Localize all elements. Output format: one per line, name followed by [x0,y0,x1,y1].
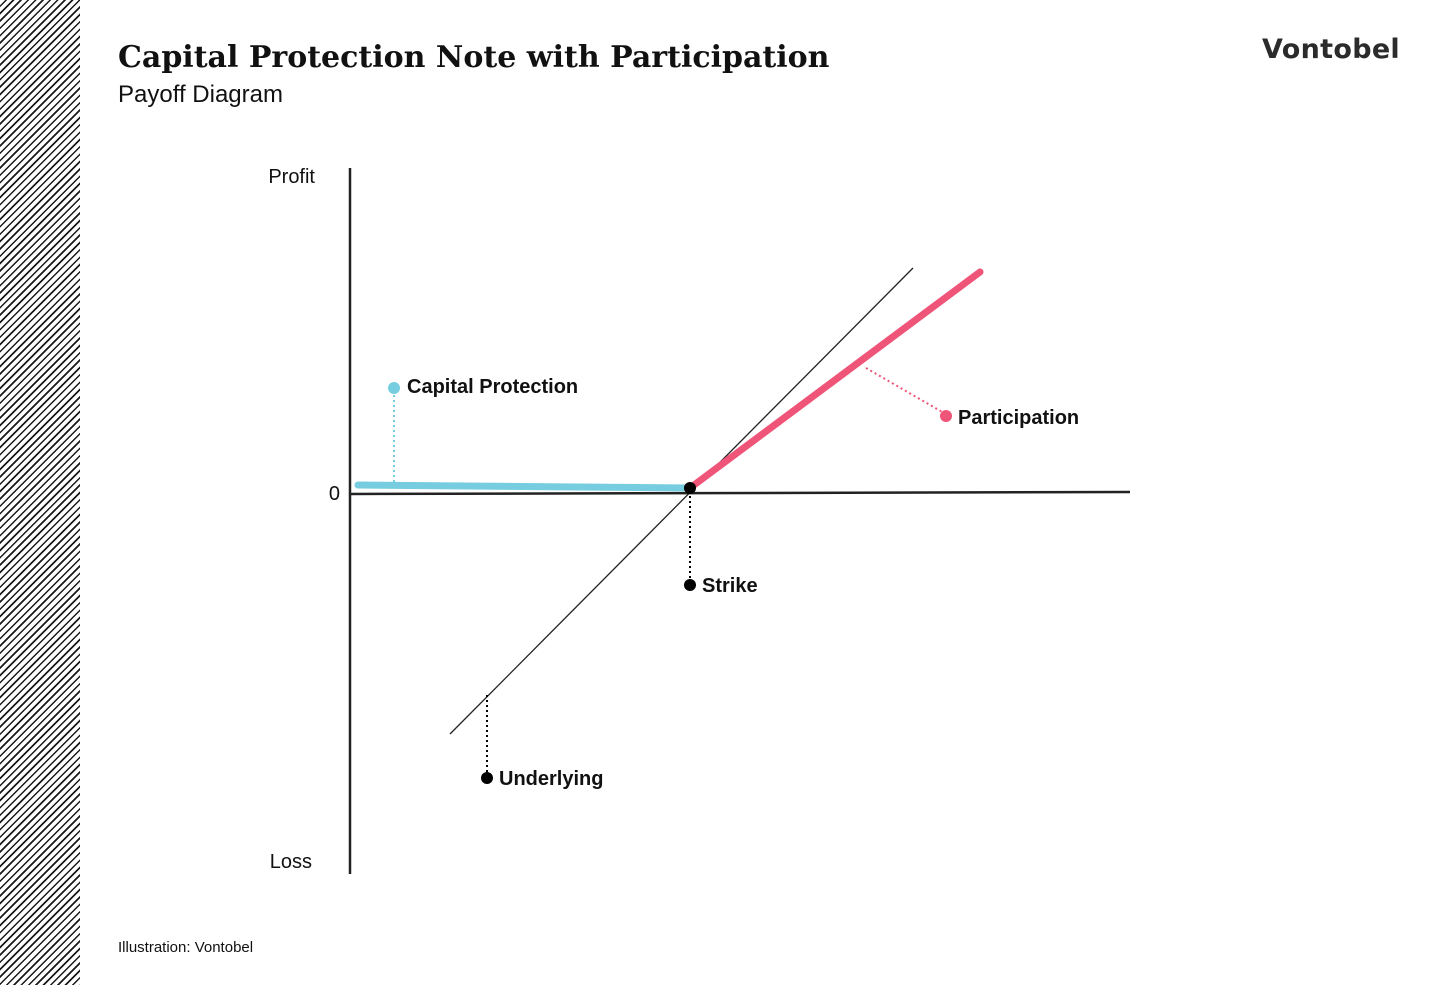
participation-leader [865,367,945,414]
strike-point [684,482,696,494]
underlying-marker [481,772,493,784]
x-axis [349,490,1131,496]
strike-marker [684,579,696,591]
capital-protection-line [354,481,694,492]
capital-protection-marker [388,382,400,394]
strike-label: Strike [702,575,758,597]
underlying-line [449,267,914,735]
participation-label: Participation [958,407,1079,429]
page-title: Capital Protection Note with Participati… [118,40,830,75]
hatched-side-band [0,0,80,985]
zero-axis-label: 0 [329,483,340,505]
loss-axis-label: Loss [270,851,312,873]
illustration-credit: Illustration: Vontobel [118,939,254,956]
underlying-label: Underlying [499,768,603,790]
participation-line [686,268,984,492]
page-subtitle: Payoff Diagram [118,81,283,108]
brand-logo: Vontobel [1262,34,1400,65]
profit-axis-label: Profit [268,166,315,188]
capital-protection-label: Capital Protection [407,376,578,398]
participation-marker [940,410,952,422]
